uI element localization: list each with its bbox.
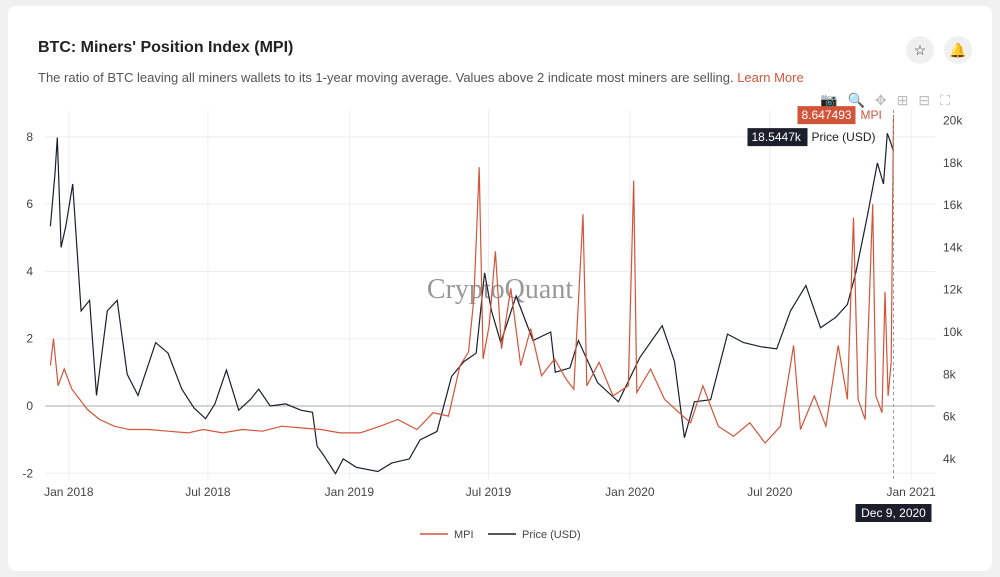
legend-item[interactable]: MPI [454, 529, 474, 541]
mpi-tooltip-value: 8.647493 [801, 108, 851, 122]
y-right-tick-label: 4k [943, 452, 957, 466]
bell-button[interactable]: 🔔 [944, 36, 972, 64]
autoscale-icon[interactable]: ⛶ [940, 92, 950, 108]
price-line [49, 133, 895, 475]
bell-icon: 🔔 [949, 41, 967, 58]
page-title: BTC: Miners' Position Index (MPI) [38, 39, 294, 56]
description-text: The ratio of BTC leaving all miners wall… [38, 70, 734, 85]
y-left-tick-label: 6 [26, 197, 33, 211]
chart-card: BTC: Miners' Position Index (MPI) The ra… [8, 6, 992, 571]
x-tick-label: Jan 2020 [605, 485, 655, 499]
zoom-in-icon[interactable]: ⊞ [896, 92, 909, 108]
learn-more-link[interactable]: Learn More [737, 70, 804, 85]
mpi-tooltip [797, 106, 856, 125]
camera-icon[interactable]: 📷 [820, 92, 838, 108]
y-right-tick-label: 6k [943, 410, 957, 424]
y-left-tick-label: 2 [26, 332, 33, 346]
y-right-tick-label: 8k [943, 367, 957, 381]
zoom-out-icon[interactable]: ⊟ [918, 92, 931, 108]
y-left-tick-label: 4 [26, 264, 33, 278]
chart-toolbar: 📷 🔍 ✥ ⊞ ⊟ ⛶ [820, 92, 950, 109]
mpi-line [49, 115, 895, 444]
y-right-tick-label: 18k [943, 156, 963, 170]
y-right-tick-label: 12k [943, 283, 963, 297]
price-tooltip [747, 128, 808, 147]
y-right-tick-label: 10k [943, 325, 963, 339]
x-tick-label: Jul 2020 [747, 485, 793, 499]
star-button[interactable]: ☆ [906, 36, 934, 64]
x-tick-label: Jul 2019 [466, 485, 512, 499]
x-tick-label: Jan 2018 [44, 485, 94, 499]
pan-icon[interactable]: ✥ [874, 92, 887, 108]
price-tooltip-label: Price (USD) [811, 130, 875, 144]
legend-item[interactable]: Price (USD) [522, 529, 581, 541]
date-tooltip [855, 504, 932, 522]
x-tick-label: Jan 2019 [325, 485, 375, 499]
y-right-tick-label: 16k [943, 198, 963, 212]
y-right-tick-label: 20k [943, 114, 963, 128]
y-left-tick-label: 8 [26, 130, 33, 144]
zoom-icon[interactable]: 🔍 [847, 92, 865, 108]
y-left-tick-label: 0 [26, 399, 33, 413]
y-left-tick-label: -2 [22, 466, 33, 480]
x-tick-label: Jan 2021 [886, 485, 936, 499]
price-tooltip-value: 18.5447k [751, 130, 801, 144]
chart-description: The ratio of BTC leaving all miners wall… [38, 70, 804, 85]
date-tooltip-text: Dec 9, 2020 [861, 506, 926, 520]
star-icon: ☆ [913, 41, 927, 58]
watermark: CryptoQuant [427, 274, 573, 305]
x-tick-label: Jul 2018 [185, 485, 231, 499]
y-right-tick-label: 14k [943, 240, 963, 254]
mpi-tooltip-label: MPI [860, 108, 881, 122]
